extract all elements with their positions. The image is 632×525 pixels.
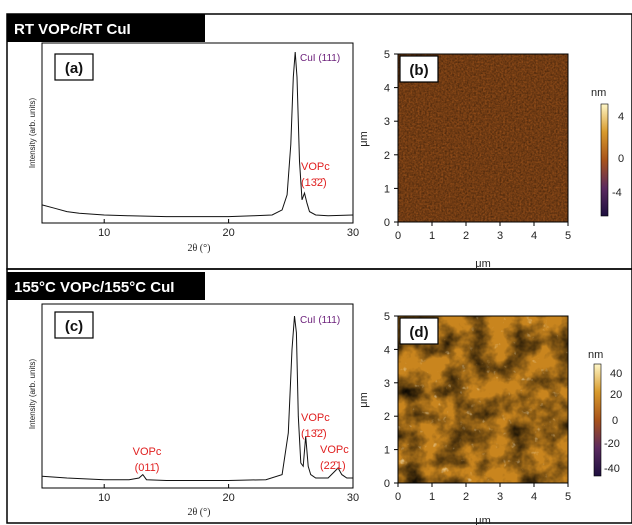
panel-b-xtick-label: 3 [497,230,503,242]
panel-b-colorbar-unit: nm [591,87,606,99]
panel-c-peak3-index: (22̄1) [320,460,346,472]
panel-b-xtick-label: 4 [531,230,537,242]
panel-a-xticks: 10 20 30 [98,219,359,239]
panel-b-ytick-label: 1 [384,183,390,195]
panel-a: (a) Intensity (arb. units) 2θ (°) 10 20 30… [28,42,359,254]
panel-a-xtick-label: 10 [98,227,110,239]
panel-d: (d) 0 1 2 3 4 5 0 1 2 3 4 5 μm μm nm 40 20 0 -20 -… [358,311,622,525]
panel-c-xtick-label: 30 [347,492,359,504]
bottom-row-frame [6,268,632,524]
panel-b-xlabel: μm [475,258,491,270]
panel-b-xticks: 0 1 2 3 4 5 [395,222,571,242]
panel-c-xticks: 10 20 30 [98,484,359,504]
panel-b-colorbar-tick-2: 0 [618,153,624,165]
panel-d-xticks: 0 1 2 3 4 5 [395,483,571,503]
panel-c-xtick-label: 20 [222,492,234,504]
panel-b-colorbar-tick-3: -4 [612,187,622,199]
panel-d-xlabel: μm [475,515,491,525]
bottom-row-title-bg [7,272,205,300]
panel-a-plot-frame [41,42,354,224]
top-row-title: RT VOPc/RT CuI [14,21,131,38]
panel-b-yticks: 0 1 2 3 4 5 [384,49,398,229]
panel-b-ytick-label: 5 [384,49,390,61]
panel-d-xtick-label: 1 [429,491,435,503]
panel-d-colorbar-tick-2: 20 [610,389,622,401]
panel-d-xtick-label: 3 [497,491,503,503]
panel-b-label: (b) [409,62,428,79]
panel-d-ytick-label: 0 [384,478,390,490]
panel-a-peak-cui-111: CuI (111) [300,53,340,64]
panel-a-label: (a) [65,60,83,77]
panel-d-ytick-label: 1 [384,445,390,457]
panel-d-xtick-label: 4 [531,491,537,503]
top-row-title-bg [7,14,205,42]
panel-c-peak1-name: VOPc [133,446,162,458]
panel-b-ytick-label: 3 [384,116,390,128]
panel-c-xlabel: 2θ (°) [188,507,211,518]
panel-c-plot-frame [41,303,354,489]
panel-d-xtick-label: 0 [395,491,401,503]
panel-d-label-box [399,317,439,345]
panel-d-ylabel: μm [358,392,370,408]
panel-c-label: (c) [65,318,83,335]
panel-a-xtick-label: 30 [347,227,359,239]
panel-d-ytick-label: 2 [384,411,390,423]
panel-d-ytick-label: 3 [384,378,390,390]
panel-a-ylabel: Intensity (arb. units) [28,98,37,169]
panel-c-peak3-name: VOPc [320,444,349,456]
panel-a-xlabel: 2θ (°) [188,243,211,254]
panel-d-ytick-label: 4 [384,344,390,356]
panel-b-xtick-label: 0 [395,230,401,242]
panel-d-colorbar [593,363,602,477]
panel-d-colorbar-unit: nm [588,349,603,361]
panel-b-xtick-label: 2 [463,230,469,242]
panel-b-label-box [399,55,439,83]
panel-b-xtick-label: 5 [565,230,571,242]
panel-b-colorbar-tick-1: 4 [618,111,624,123]
panel-b-ytick-label: 4 [384,83,390,95]
panel-d-colorbar-tick-5: -40 [604,463,620,475]
panel-d-ytick-label: 5 [384,311,390,323]
panel-a-label-box [54,53,94,81]
panel-d-afm-frame [397,315,569,484]
panel-d-colorbar-tick-3: 0 [612,415,618,427]
panel-d-colorbar-tick-4: -20 [604,438,620,450]
panel-b-afm-frame [397,53,569,223]
panel-d-xtick-label: 2 [463,491,469,503]
panel-d-label: (d) [409,324,428,341]
bottom-row-title: 155°C VOPc/155°C CuI [14,279,174,296]
panel-b-ytick-label: 0 [384,217,390,229]
panel-c-ylabel: Intensity (arb. units) [28,359,37,430]
panel-b-ylabel: μm [358,131,370,147]
panel-c-peak2-name: VOPc [301,412,330,424]
panel-c: (c) Intensity (arb. units) 2θ (°) 10 20 30… [28,303,359,518]
panel-b-ytick-label: 2 [384,150,390,162]
panel-a-xtick-label: 20 [222,227,234,239]
panel-d-yticks: 0 1 2 3 4 5 [384,311,398,490]
panel-d-xtick-label: 5 [565,491,571,503]
panel-a-xrd-curve [41,51,354,218]
panel-d-colorbar-tick-1: 40 [610,368,622,380]
panel-c-peak1-index: (011̄) [135,462,160,474]
panel-b-colorbar [600,103,609,217]
panel-c-xrd-curve [41,315,353,481]
panel-c-peak-cui-111: CuI (111) [300,315,340,326]
panel-a-peak-vopc-index: (13̄2̄) [301,177,327,189]
panel-c-label-box [54,311,94,339]
panel-b: (b) 0 1 2 3 4 5 0 1 2 3 4 5 μm μm nm 4 0 -4 [358,49,624,270]
panel-c-xtick-label: 10 [98,492,110,504]
panel-b-xtick-label: 1 [429,230,435,242]
panel-a-peak-vopc-name: VOPc [301,161,330,173]
panel-c-peak2-index: (13̄2̄) [301,428,327,440]
